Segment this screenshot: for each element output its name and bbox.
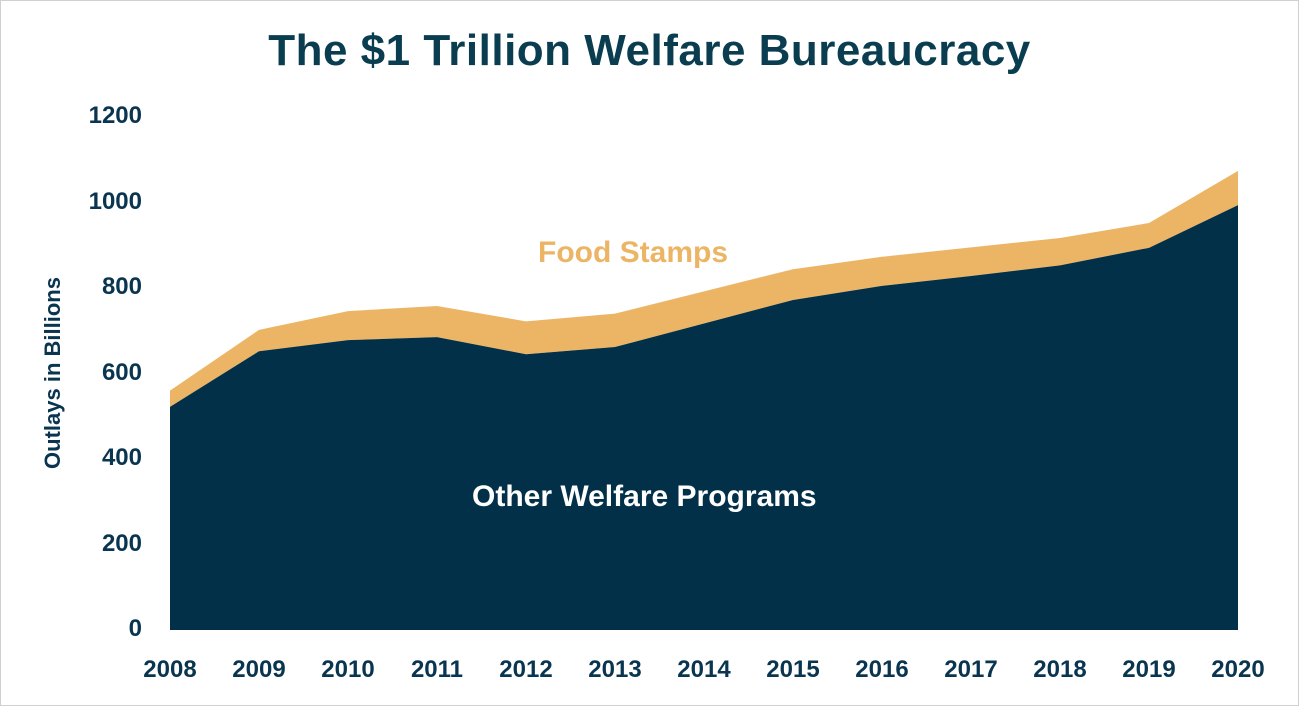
other-welfare-label: Other Welfare Programs bbox=[472, 480, 817, 513]
x-tick-label: 2015 bbox=[766, 656, 820, 683]
y-tick-label: 600 bbox=[101, 358, 142, 386]
x-tick-label: 2014 bbox=[677, 656, 731, 683]
other-welfare-area bbox=[170, 205, 1238, 630]
x-tick-label: 2013 bbox=[588, 656, 642, 683]
y-tick-label: 0 bbox=[128, 615, 142, 642]
x-tick-label: 2018 bbox=[1033, 656, 1087, 683]
x-tick-label: 2016 bbox=[855, 656, 909, 683]
chart-title: The $1 Trillion Welfare Bureaucracy bbox=[268, 26, 1031, 75]
x-tick-label: 2008 bbox=[143, 656, 197, 683]
y-tick-label: 800 bbox=[101, 273, 142, 300]
x-tick-label: 2020 bbox=[1211, 656, 1265, 683]
y-tick-label: 1000 bbox=[88, 187, 142, 215]
y-tick-label: 400 bbox=[101, 444, 142, 471]
x-tick-label: 2019 bbox=[1122, 656, 1176, 683]
x-tick-label: 2012 bbox=[499, 656, 553, 683]
x-tick-label: 2017 bbox=[944, 656, 998, 683]
x-tick-label: 2011 bbox=[410, 656, 464, 683]
food-stamps-label: Food Stamps bbox=[538, 236, 729, 269]
y-tick-label: 200 bbox=[101, 529, 142, 557]
x-tick-label: 2010 bbox=[321, 656, 375, 683]
y-tick-label: 1200 bbox=[88, 102, 142, 129]
x-tick-label: 2009 bbox=[232, 656, 286, 683]
